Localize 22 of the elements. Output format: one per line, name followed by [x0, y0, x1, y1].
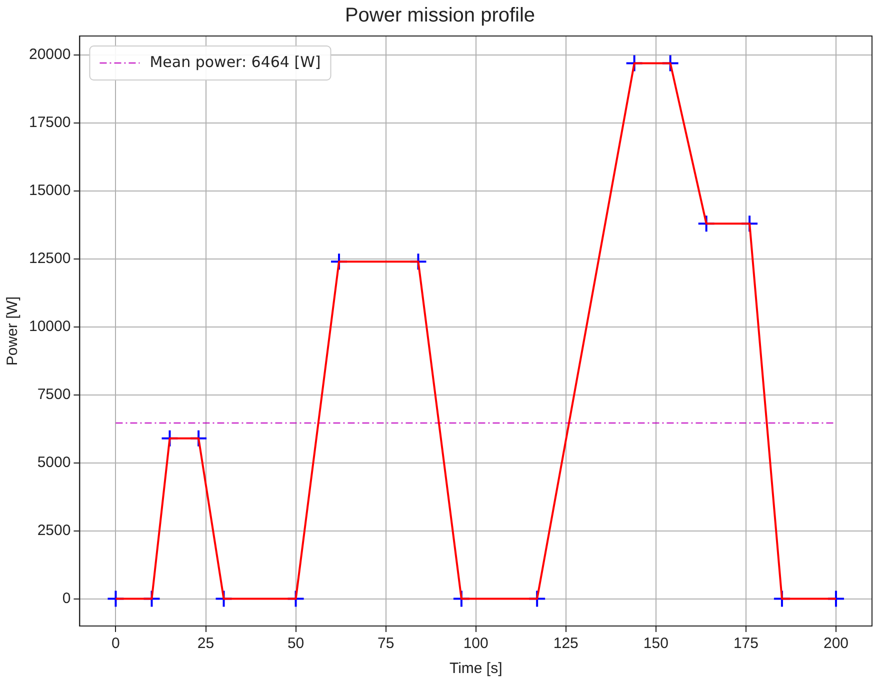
- y-tick-label: 0: [62, 590, 71, 607]
- x-tick-label: 0: [112, 635, 120, 652]
- x-tick-label: 200: [823, 635, 849, 652]
- x-tick-label: 150: [643, 635, 668, 652]
- x-tick-label: 175: [733, 635, 758, 652]
- y-tick-label: 2500: [37, 522, 71, 539]
- y-tick-label: 5000: [37, 454, 71, 472]
- x-tick-label: 100: [463, 635, 488, 652]
- x-tick-label: 125: [553, 635, 578, 652]
- y-tick-label: 10000: [28, 318, 71, 336]
- y-tick-label: 17500: [28, 114, 71, 132]
- y-tick-label: 15000: [28, 182, 71, 200]
- x-axis-title: Time [s]: [449, 660, 502, 678]
- y-axis-title: Power [W]: [4, 296, 22, 366]
- x-tick-label: 75: [377, 635, 394, 652]
- chart-title: Power mission profile: [344, 4, 536, 27]
- y-tick-label: 20000: [28, 46, 71, 64]
- x-tick-label: 25: [197, 635, 214, 652]
- x-tick-label: 50: [287, 635, 304, 652]
- y-tick-label: 7500: [37, 386, 71, 404]
- y-tick-label: 12500: [28, 250, 71, 268]
- legend-label: Mean power: 6464 [W]: [150, 52, 321, 71]
